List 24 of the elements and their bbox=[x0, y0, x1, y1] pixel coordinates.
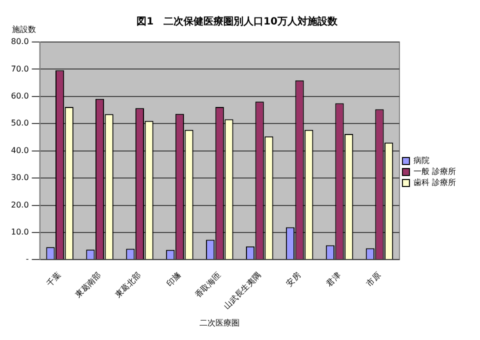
y-tick-label: 80.0 bbox=[11, 37, 29, 46]
x-tick-label: 千葉 bbox=[45, 270, 63, 288]
y-tick-label: - bbox=[26, 254, 29, 264]
x-axis-title: 二次医療圏 bbox=[200, 318, 240, 328]
x-tick-label: 市原 bbox=[364, 270, 382, 288]
y-axis-title: 施設数 bbox=[12, 25, 36, 34]
x-tick-label: 香取海匝 bbox=[194, 270, 223, 300]
x-tick-label: 印旛 bbox=[164, 270, 183, 288]
y-tick-label: 10.0 bbox=[11, 228, 29, 237]
y-tick-label: 40.0 bbox=[11, 146, 29, 155]
y-tick-label: 20.0 bbox=[11, 200, 29, 210]
x-tick-label: 東葛北部 bbox=[114, 270, 143, 300]
y-tick-label: 50.0 bbox=[11, 118, 29, 128]
y-tick-label: 70.0 bbox=[11, 64, 29, 74]
x-tick-label: 山武長生夷隅 bbox=[222, 270, 262, 311]
legend-label: 歯科 診療所 bbox=[413, 178, 456, 188]
legend-label: 一般 診療所 bbox=[413, 167, 456, 176]
legend-label: 病院 bbox=[413, 156, 430, 166]
x-tick-label: 君津 bbox=[324, 270, 342, 288]
x-tick-label: 安房 bbox=[284, 270, 302, 288]
chart-title: 図1 二次保健医療圏別人口10万人対施設数 bbox=[136, 16, 338, 28]
x-tick-label: 東葛南部 bbox=[74, 270, 103, 300]
y-tick-label: 30.0 bbox=[11, 173, 29, 182]
y-tick-label: 60.0 bbox=[11, 91, 29, 100]
